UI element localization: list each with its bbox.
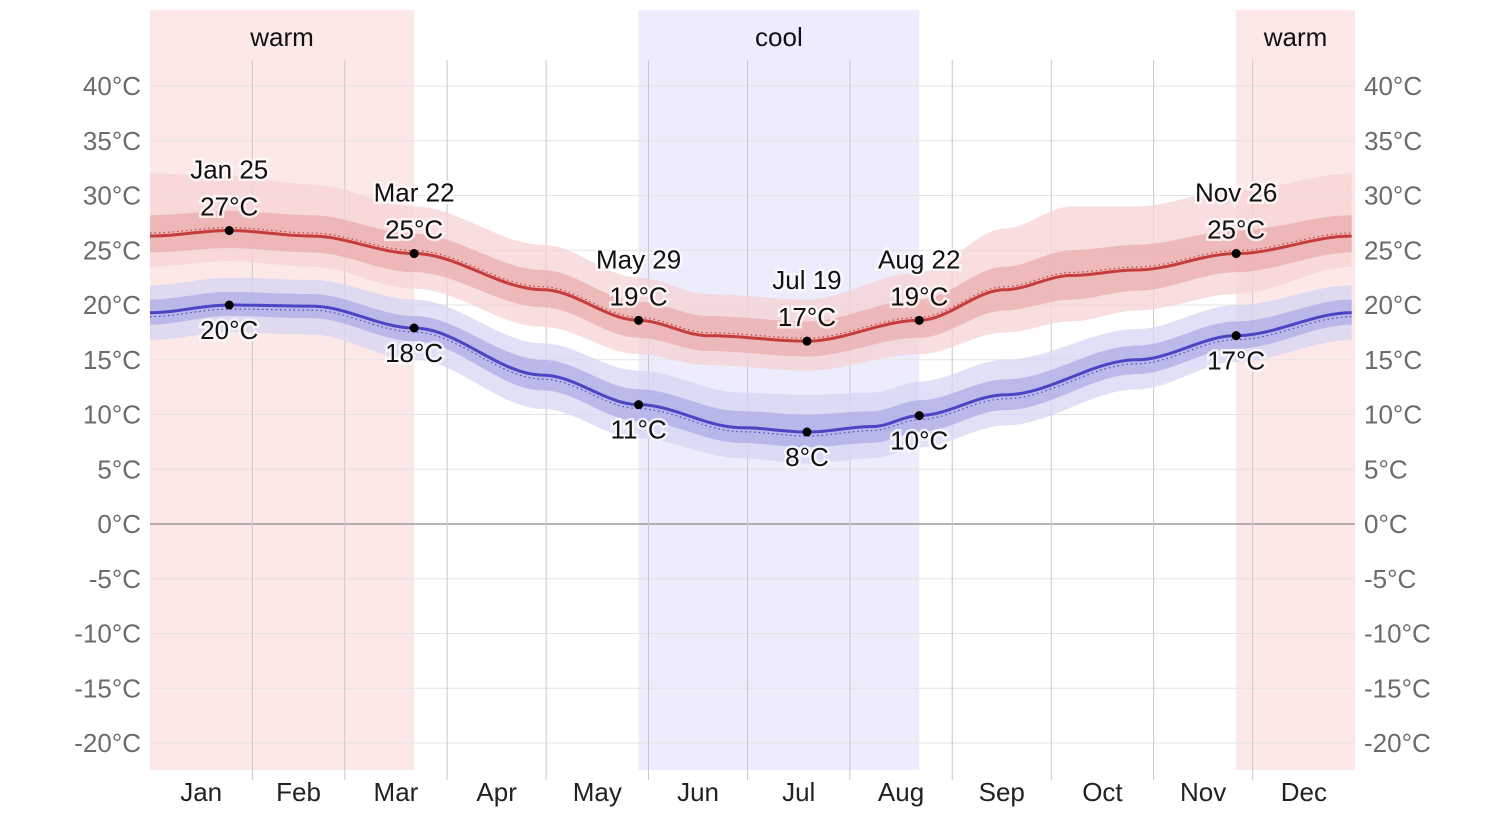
y-tick-left: 0°C xyxy=(97,509,141,539)
x-tick-nov: Nov xyxy=(1180,777,1226,807)
x-tick-aug: Aug xyxy=(878,777,924,807)
y-tick-left: 30°C xyxy=(83,181,141,211)
season-band-warm xyxy=(1236,10,1355,770)
x-tick-dec: Dec xyxy=(1281,777,1327,807)
y-tick-left: 15°C xyxy=(83,345,141,375)
y-tick-left: -5°C xyxy=(89,564,141,594)
data-point xyxy=(409,323,419,333)
annotation-date: Jan 25 xyxy=(190,155,268,185)
data-point xyxy=(409,249,419,259)
season-band-warm xyxy=(150,10,415,770)
annotation-value: 17°C xyxy=(1207,346,1265,376)
annotation-value: 11°C xyxy=(611,415,667,445)
band-inner-low xyxy=(150,291,1352,448)
axes: 40°C 40°C 35°C 35°C 30°C 30°C 25°C 25°C 20°C 20°C… xyxy=(74,71,1431,807)
annotation-value: 8°C xyxy=(785,442,829,472)
data-point xyxy=(802,336,812,346)
y-tick-right: 5°C xyxy=(1364,454,1408,484)
annotation-value: 19°C xyxy=(890,281,948,311)
y-tick-right: -5°C xyxy=(1364,564,1416,594)
y-tick-right: 40°C xyxy=(1364,71,1422,101)
y-tick-right: 20°C xyxy=(1364,290,1422,320)
y-tick-right: 0°C xyxy=(1364,509,1408,539)
x-tick-jul: Jul xyxy=(782,777,815,807)
annotation-date: Jul 19 xyxy=(772,265,841,295)
annotation-date: Mar 22 xyxy=(374,178,455,208)
y-tick-right: 10°C xyxy=(1364,400,1422,430)
annotation-date: Aug 22 xyxy=(878,244,960,274)
line-average-high xyxy=(149,228,1352,343)
y-tick-left: 25°C xyxy=(83,235,141,265)
annotation-value: 25°C xyxy=(1207,215,1265,245)
season-label-cool: cool xyxy=(755,22,803,52)
series-lines xyxy=(149,226,1352,437)
line-average-low xyxy=(149,303,1352,434)
y-tick-left: 35°C xyxy=(83,126,141,156)
x-tick-apr: Apr xyxy=(476,777,517,807)
x-tick-mar: Mar xyxy=(374,777,419,807)
annotation-value: 25°C xyxy=(385,215,443,245)
data-point xyxy=(224,300,234,310)
y-tick-right: -20°C xyxy=(1364,728,1431,758)
annotation-date: May 29 xyxy=(596,244,681,274)
y-tick-left: -20°C xyxy=(74,728,141,758)
band-outer-low xyxy=(150,277,1352,464)
data-point xyxy=(1231,331,1241,341)
data-point xyxy=(224,226,234,236)
data-point xyxy=(914,315,924,325)
y-tick-right: -10°C xyxy=(1364,619,1431,649)
x-tick-sep: Sep xyxy=(979,777,1025,807)
y-tick-right: 25°C xyxy=(1364,235,1422,265)
dotted-line-low xyxy=(149,308,1352,437)
x-tick-jan: Jan xyxy=(180,777,222,807)
data-point xyxy=(802,427,812,437)
annotation-value: 20°C xyxy=(200,315,258,345)
band-inner-high xyxy=(150,210,1352,357)
y-tick-right: 30°C xyxy=(1364,181,1422,211)
x-tick-jun: Jun xyxy=(677,777,719,807)
season-label-warm: warm xyxy=(1263,22,1328,52)
x-tick-may: May xyxy=(573,777,622,807)
annotation-value: 19°C xyxy=(610,281,668,311)
season-label-warm: warm xyxy=(249,22,314,52)
y-tick-left: 10°C xyxy=(83,400,141,430)
y-tick-left: 20°C xyxy=(83,290,141,320)
annotations: 27°C Jan 25 20°C 25°C Mar 22 18°C 19°C May 29 11… xyxy=(188,152,1280,474)
data-point xyxy=(914,411,924,421)
annotation-value: 27°C xyxy=(200,192,258,222)
y-tick-left: 40°C xyxy=(83,71,141,101)
annotation-value: 18°C xyxy=(385,338,443,368)
data-point xyxy=(634,315,644,325)
season-bands: warm cool warm xyxy=(150,10,1355,770)
y-tick-right: 15°C xyxy=(1364,345,1422,375)
annotation-value: 10°C xyxy=(890,426,948,456)
x-tick-feb: Feb xyxy=(276,777,321,807)
y-tick-left: -10°C xyxy=(74,619,141,649)
data-point xyxy=(634,400,644,410)
percentile-bands xyxy=(150,173,1352,464)
band-outer-high xyxy=(150,173,1352,371)
annotation-value: 17°C xyxy=(778,302,836,332)
x-tick-oct: Oct xyxy=(1082,777,1123,807)
y-tick-right: 35°C xyxy=(1364,126,1422,156)
y-tick-left: 5°C xyxy=(97,454,141,484)
y-tick-right: -15°C xyxy=(1364,673,1431,703)
y-tick-left: -15°C xyxy=(74,673,141,703)
data-point xyxy=(1231,249,1241,259)
annotation-date: Nov 26 xyxy=(1195,178,1277,208)
dotted-line-high xyxy=(149,226,1352,339)
